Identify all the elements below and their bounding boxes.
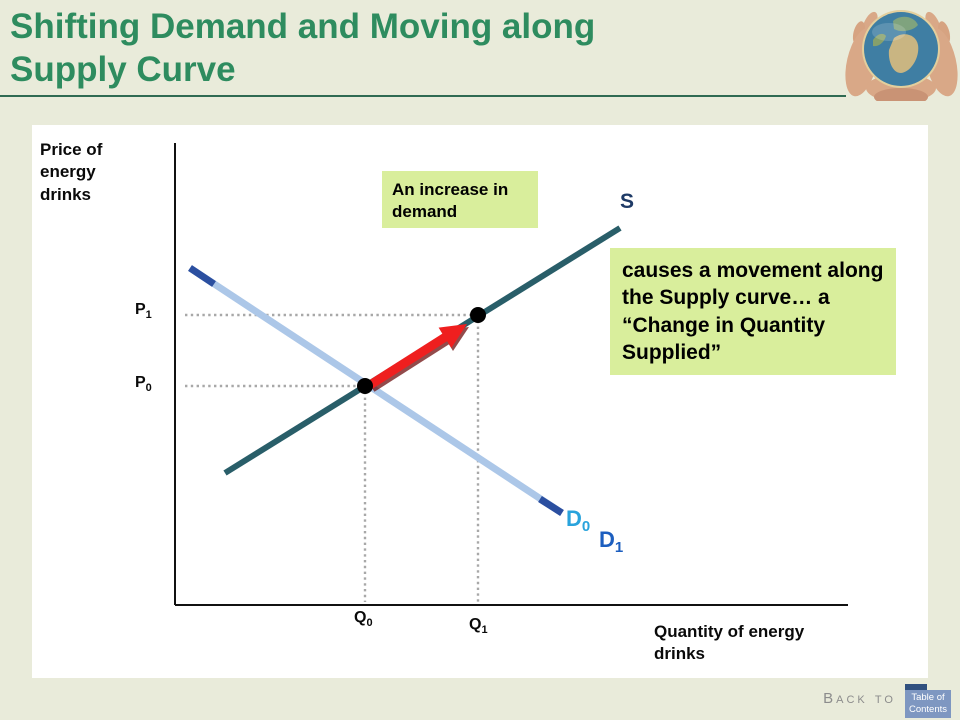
back-to-link[interactable]: Back to xyxy=(823,690,896,707)
y-axis-title-line3: drinks xyxy=(40,184,92,204)
y-axis-title-line2: energy xyxy=(40,162,96,182)
demand-curve-bottom-tip xyxy=(538,496,564,516)
callout-movement-along-supply: causes a movement along the Supply curve… xyxy=(610,248,896,375)
p0-label: P0 xyxy=(135,374,152,394)
toc-label-line2: Contents xyxy=(908,703,948,715)
p1-label: P1 xyxy=(135,301,152,321)
p0-base: P xyxy=(135,374,146,391)
d1-sub: 1 xyxy=(614,539,624,556)
x-axis-title-line1: Quantity of energy xyxy=(654,622,805,641)
globe xyxy=(862,10,940,88)
q1-sub: 1 xyxy=(481,624,488,636)
q0-base: Q xyxy=(354,609,367,626)
q0-label: Q0 xyxy=(354,609,373,629)
x-axis-title: Quantity of energy drinks xyxy=(654,621,804,666)
slide-title-line2: Supply Curve xyxy=(10,49,236,89)
hands-globe-graphic xyxy=(845,10,958,106)
p1-base: P xyxy=(135,301,146,318)
point-dot-q1p1 xyxy=(470,307,486,323)
movement-arrow xyxy=(367,324,467,389)
d0-sub: 0 xyxy=(581,518,591,535)
equilibrium-dot-q0p0 xyxy=(357,378,373,394)
title-underline xyxy=(0,95,846,97)
toc-folder-body: Table of Contents xyxy=(905,690,951,718)
toc-folder-tab xyxy=(905,684,927,692)
table-of-contents-icon[interactable]: Table of Contents xyxy=(905,684,951,718)
toc-label-line1: Table of xyxy=(911,692,945,703)
d1-base: D xyxy=(599,527,615,552)
q1-base: Q xyxy=(469,616,482,633)
hands-globe-logo xyxy=(843,0,960,106)
callout-increase-in-demand: An increase in demand xyxy=(382,171,538,228)
supply-demand-diagram xyxy=(174,143,848,606)
demand-curve-top-tip xyxy=(188,265,216,287)
d0-base: D xyxy=(566,506,582,531)
y-axis-title-line1: Price of xyxy=(40,140,103,159)
q0-sub: 0 xyxy=(366,617,373,629)
p0-sub: 0 xyxy=(145,382,152,394)
p1-sub: 1 xyxy=(145,309,152,321)
slide-title: Shifting Demand and Moving along Supply … xyxy=(10,6,790,91)
q1-label: Q1 xyxy=(469,616,488,636)
demand0-curve-label: D0 xyxy=(566,506,591,535)
y-axis-title: Price of energy drinks xyxy=(40,139,102,206)
diagram-panel: Price of energy drinks Quantity of energ… xyxy=(32,125,928,678)
supply-curve-label: S xyxy=(620,190,635,213)
slide-title-line1: Shifting Demand and Moving along xyxy=(10,7,596,46)
x-axis-title-line2: drinks xyxy=(654,644,706,664)
demand1-curve-label: D1 xyxy=(599,527,624,556)
